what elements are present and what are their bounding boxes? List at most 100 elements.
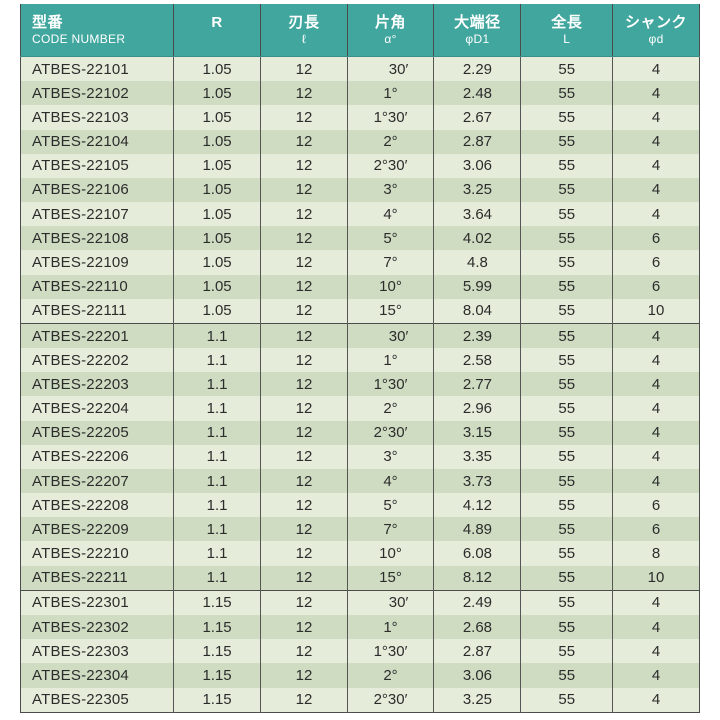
cell-overall-length: 55 <box>520 396 613 421</box>
cell-shank-diameter: 4 <box>612 468 700 494</box>
cell-overall-length: 55 <box>520 687 613 713</box>
header-label-jp: 大端径 <box>454 13 501 31</box>
cell-shank-diameter: 4 <box>612 81 700 106</box>
cell-large-end-diameter: 8.12 <box>433 565 521 591</box>
cell-shank-diameter: 4 <box>612 444 700 469</box>
cell-radius: 1.1 <box>172 396 261 421</box>
cell-large-end-diameter: 6.08 <box>433 541 521 566</box>
cell-shank-diameter: 4 <box>612 202 700 227</box>
cell-shank-diameter: 4 <box>612 396 700 421</box>
cell-code-number: ATBES-22107 <box>20 202 174 227</box>
spec-table-body: ATBES-22101 1.05 12 30′ 2.29 55 4 ATBES-22102 1.… <box>20 56 700 713</box>
cell-shank-diameter: 6 <box>612 517 700 542</box>
cell-shank-diameter: 4 <box>612 687 700 713</box>
cell-overall-length: 55 <box>520 493 613 518</box>
table-row: ATBES-22201 1.1 12 30′ 2.39 55 4 <box>20 322 700 349</box>
cell-radius: 1.15 <box>172 589 261 616</box>
cell-overall-length: 55 <box>520 517 613 542</box>
cell-shank-diameter: 4 <box>612 56 700 82</box>
cell-large-end-diameter: 3.06 <box>433 663 521 688</box>
header-label-jp: 型番 <box>32 13 64 31</box>
cell-large-end-diameter: 3.15 <box>433 420 521 445</box>
table-row: ATBES-22108 1.05 12 5° 4.02 55 6 <box>20 226 700 251</box>
cell-blade-length: 12 <box>260 493 348 518</box>
cell-half-angle: 30′ <box>346 589 434 616</box>
cell-code-number: ATBES-22106 <box>20 177 174 203</box>
cell-shank-diameter: 8 <box>612 541 700 566</box>
cell-half-angle: 1° <box>346 615 434 640</box>
cell-overall-length: 55 <box>520 468 613 494</box>
cell-radius: 1.1 <box>172 517 261 542</box>
cell-overall-length: 55 <box>520 274 613 299</box>
cell-shank-diameter: 4 <box>612 420 700 445</box>
cell-half-angle: 5° <box>346 493 434 518</box>
cell-blade-length: 12 <box>260 274 348 299</box>
cell-shank-diameter: 6 <box>612 250 700 275</box>
table-row: ATBES-22206 1.1 12 3° 3.35 55 4 <box>20 444 700 469</box>
cell-blade-length: 12 <box>260 250 348 275</box>
header-label-sub: CODE NUMBER <box>32 32 126 47</box>
table-row: ATBES-22208 1.1 12 5° 4.12 55 6 <box>20 493 700 518</box>
table-row: ATBES-22203 1.1 12 1°30′ 2.77 55 4 <box>20 372 700 397</box>
cell-shank-diameter: 4 <box>612 153 700 178</box>
cell-large-end-diameter: 2.58 <box>433 348 521 373</box>
cell-blade-length: 12 <box>260 105 348 130</box>
cell-overall-length: 55 <box>520 541 613 566</box>
cell-overall-length: 55 <box>520 177 613 203</box>
cell-radius: 1.05 <box>172 105 261 130</box>
header-label-jp: 全長 <box>551 13 583 31</box>
column-header-overall-length: 全長 L <box>520 4 613 57</box>
cell-code-number: ATBES-22101 <box>20 56 174 82</box>
table-row: ATBES-22109 1.05 12 7° 4.8 55 6 <box>20 250 700 275</box>
cell-half-angle: 15° <box>346 298 434 324</box>
cell-code-number: ATBES-22301 <box>20 589 174 616</box>
cell-large-end-diameter: 3.25 <box>433 177 521 203</box>
cell-blade-length: 12 <box>260 468 348 494</box>
cell-code-number: ATBES-22103 <box>20 105 174 130</box>
cell-large-end-diameter: 2.39 <box>433 322 521 349</box>
table-row: ATBES-22111 1.05 12 15° 8.04 55 10 <box>20 298 700 324</box>
cell-radius: 1.1 <box>172 420 261 445</box>
cell-radius: 1.1 <box>172 541 261 566</box>
cell-half-angle: 5° <box>346 226 434 251</box>
table-row: ATBES-22105 1.05 12 2°30′ 3.06 55 4 <box>20 153 700 178</box>
cell-blade-length: 12 <box>260 153 348 178</box>
table-row: ATBES-22202 1.1 12 1° 2.58 55 4 <box>20 348 700 373</box>
cell-radius: 1.05 <box>172 298 261 324</box>
cell-shank-diameter: 6 <box>612 226 700 251</box>
cell-large-end-diameter: 3.64 <box>433 202 521 227</box>
cell-blade-length: 12 <box>260 420 348 445</box>
cell-half-angle: 1°30′ <box>346 372 434 397</box>
table-row: ATBES-22211 1.1 12 15° 8.12 55 10 <box>20 565 700 591</box>
cell-half-angle: 2°30′ <box>346 153 434 178</box>
cell-code-number: ATBES-22302 <box>20 615 174 640</box>
cell-radius: 1.1 <box>172 372 261 397</box>
cell-shank-diameter: 6 <box>612 493 700 518</box>
cell-large-end-diameter: 2.87 <box>433 129 521 154</box>
cell-half-angle: 4° <box>346 202 434 227</box>
header-label-sub: L <box>563 32 571 47</box>
cell-overall-length: 55 <box>520 372 613 397</box>
column-header-code-number: 型番 CODE NUMBER <box>20 4 174 57</box>
header-row: 型番 CODE NUMBER R 刃長 ℓ 片角 α° 大端径 φD1 <box>20 4 700 57</box>
cell-blade-length: 12 <box>260 322 348 349</box>
cell-overall-length: 55 <box>520 444 613 469</box>
cell-large-end-diameter: 2.68 <box>433 615 521 640</box>
column-header-half-angle: 片角 α° <box>346 4 434 57</box>
cell-large-end-diameter: 3.25 <box>433 687 521 713</box>
cell-large-end-diameter: 2.96 <box>433 396 521 421</box>
cell-shank-diameter: 10 <box>612 565 700 591</box>
cell-half-angle: 30′ <box>346 56 434 82</box>
cell-large-end-diameter: 8.04 <box>433 298 521 324</box>
cell-large-end-diameter: 3.06 <box>433 153 521 178</box>
header-label-jp: 刃長 <box>288 13 320 31</box>
cell-shank-diameter: 4 <box>612 372 700 397</box>
cell-half-angle: 10° <box>346 274 434 299</box>
cell-radius: 1.1 <box>172 493 261 518</box>
cell-code-number: ATBES-22104 <box>20 129 174 154</box>
table-row: ATBES-22301 1.15 12 30′ 2.49 55 4 <box>20 589 700 616</box>
cell-large-end-diameter: 2.49 <box>433 589 521 616</box>
cell-code-number: ATBES-22207 <box>20 468 174 494</box>
cell-half-angle: 15° <box>346 565 434 591</box>
cell-code-number: ATBES-22204 <box>20 396 174 421</box>
